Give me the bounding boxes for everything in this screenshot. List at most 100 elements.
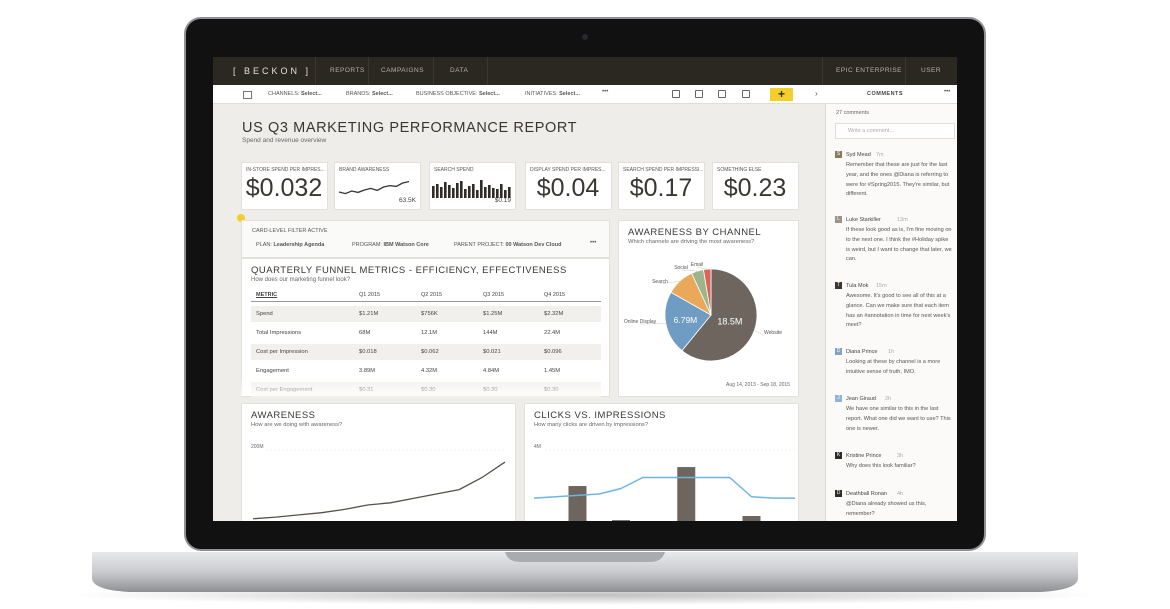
- avatar: L: [835, 216, 842, 223]
- toolbar-icon[interactable]: [695, 90, 703, 98]
- card-filter-item: PLAN: Leadership Agenda: [256, 242, 324, 248]
- comment-time: 3h: [897, 453, 904, 459]
- toolbar-icon[interactable]: [672, 90, 680, 98]
- logo: [ BECKON ]: [233, 66, 312, 76]
- kpi-label: SEARCH SPEND PER IMPRESSI...: [623, 167, 704, 173]
- kpi-card card: [618, 162, 705, 210]
- cell: $1.25M: [483, 311, 503, 317]
- nav-link[interactable]: USER: [921, 67, 942, 74]
- pie card: [618, 220, 799, 397]
- more[interactable]: •••: [602, 89, 609, 95]
- filter-bar: [213, 85, 825, 104]
- row-stripe: [251, 344, 601, 360]
- comment-time: 4h: [897, 491, 904, 497]
- funnel-title: QUARTERLY FUNNEL METRICS - EFFICIENCY, E…: [251, 265, 567, 276]
- comments-panel: [825, 85, 957, 521]
- filter-label: BUSINESS OBJECTIVE:: [416, 91, 478, 97]
- screen: [ BECKON ] REPORTS CAMPAIGNS DATA EPIC ENTER…: [213, 57, 957, 521]
- cell: 3.89M: [359, 368, 376, 374]
- cell: Cost per Impression: [256, 349, 308, 355]
- card-filter-item: PARENT PROJECT: 00 Watson Dev Cloud: [454, 242, 561, 248]
- column-header[interactable]: Q4 2015: [544, 292, 566, 298]
- webcam: [582, 34, 588, 40]
- filter-icon: [243, 91, 252, 99]
- more[interactable]: •••: [944, 89, 951, 95]
- label: PLAN:: [256, 242, 272, 248]
- avatar: S: [835, 151, 842, 158]
- comment-placeholder[interactable]: Write a comment...: [848, 128, 895, 134]
- card-filter card: [241, 220, 610, 258]
- column-header[interactable]: METRIC: [256, 292, 278, 298]
- comment-input: [835, 123, 955, 139]
- comment-text: If these look good as is, I'm fine movin…: [846, 227, 952, 263]
- nav-link[interactable]: DATA: [450, 67, 469, 74]
- kpi-value: $0.17: [629, 174, 693, 202]
- cell: $1.21M: [359, 311, 379, 317]
- toolbar-icon[interactable]: [742, 90, 750, 98]
- collapse[interactable]: ›: [815, 89, 818, 98]
- kpi-subvalue: 63.5K: [399, 197, 416, 204]
- fade: [241, 378, 609, 396]
- cell: 22.4M: [544, 330, 561, 336]
- comment-text: Why does this look familiar?: [846, 463, 916, 469]
- header-rule: [251, 301, 601, 302]
- cell: Total Impressions: [256, 330, 302, 336]
- cell: $0.018: [359, 349, 377, 355]
- nav-divider: [487, 57, 488, 85]
- cell: Spend: [256, 311, 273, 317]
- filter-badge: [237, 214, 245, 222]
- kpi-label: SOMETHING ELSE: [717, 167, 762, 173]
- comment-name: Kristine Prince: [846, 453, 882, 459]
- nav-link[interactable]: CAMPAIGNS: [381, 67, 425, 74]
- column-header[interactable]: Q3 2015: [483, 292, 505, 298]
- label: PARENT PROJECT:: [454, 242, 504, 248]
- avatar: D: [835, 490, 842, 497]
- laptop-base: [92, 552, 1078, 592]
- filter-value: Select...: [301, 91, 322, 97]
- avatar: J: [835, 395, 842, 402]
- comment-text: Remember that these are just for the las…: [846, 162, 950, 198]
- add-button[interactable]: +: [770, 88, 793, 101]
- value: 00 Watson Dev Cloud: [505, 242, 562, 248]
- filter[interactable]: BRANDS: Select...: [346, 91, 393, 97]
- chart-title: CLICKS VS. IMPRESSIONS: [534, 410, 666, 421]
- cell: 4.32M: [421, 368, 438, 374]
- nav-bar: [213, 57, 957, 85]
- kpi-subvalue: $0.19: [494, 197, 511, 204]
- comment-text: @Diana already showed us this, remember?: [846, 501, 927, 517]
- cell: 4.84M: [483, 368, 500, 374]
- avatar: T: [835, 282, 842, 289]
- kpi-value: $0.032: [245, 174, 323, 202]
- column-header[interactable]: Q2 2015: [421, 292, 443, 298]
- comments-header: [825, 85, 957, 104]
- kpi-label: DISPLAY SPEND PER IMPRES...: [530, 167, 606, 173]
- filter[interactable]: CHANNELS: Select...: [268, 91, 322, 97]
- report-subtitle: Spend and revenue overview: [242, 137, 327, 144]
- filter-label: BRANDS:: [346, 91, 371, 97]
- cell: 144M: [483, 330, 498, 336]
- nav-link[interactable]: EPIC ENTERPRISE: [836, 67, 903, 74]
- column-header[interactable]: Q1 2015: [359, 292, 381, 298]
- kpi-card card: [525, 162, 612, 210]
- nav-divider: [905, 57, 906, 85]
- toolbar-icon[interactable]: [718, 90, 726, 98]
- avatar: D: [835, 348, 842, 355]
- cell: $0.062: [421, 349, 439, 355]
- chart-subtitle: How are we doing with awareness?: [251, 422, 343, 428]
- kpi-card card: [712, 162, 799, 210]
- comment-time: 13m: [897, 217, 908, 223]
- nav-divider: [315, 57, 316, 85]
- kpi-value: $0.23: [723, 174, 787, 202]
- filter-value: Select...: [478, 91, 500, 97]
- filter[interactable]: BUSINESS OBJECTIVE: Select...: [416, 91, 500, 97]
- nav-divider: [368, 57, 369, 85]
- card-filter-item: PROGRAM: IBM Watson Core: [352, 242, 429, 248]
- nav-divider: [433, 57, 434, 85]
- chart-subtitle: Which channels are driving the most awar…: [628, 239, 755, 245]
- cell: $0.096: [544, 349, 562, 355]
- more[interactable]: •••: [590, 240, 597, 246]
- nav-link[interactable]: REPORTS: [330, 67, 365, 74]
- kpi-card card: [241, 162, 328, 210]
- row-stripe: [251, 306, 601, 322]
- filter[interactable]: INITIATIVES: Select...: [525, 91, 580, 97]
